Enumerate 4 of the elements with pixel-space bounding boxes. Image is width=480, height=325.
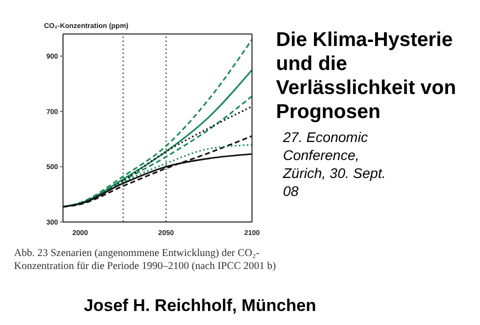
text: 27. Economic Conference, Zürich, 30. Sept. 08: [283, 129, 386, 199]
caption: Abb. 23 Szenarien (angenommene Entwicklung) der CO₂-Konzentration für die Periode 1990–2100 (nach IPCC 2001 b): [14, 248, 276, 272]
text: Josef H. Reichholf, München: [84, 296, 316, 315]
text: Die Klima-Hysterie und die Verlässlichkeit von Prognosen: [276, 29, 456, 123]
